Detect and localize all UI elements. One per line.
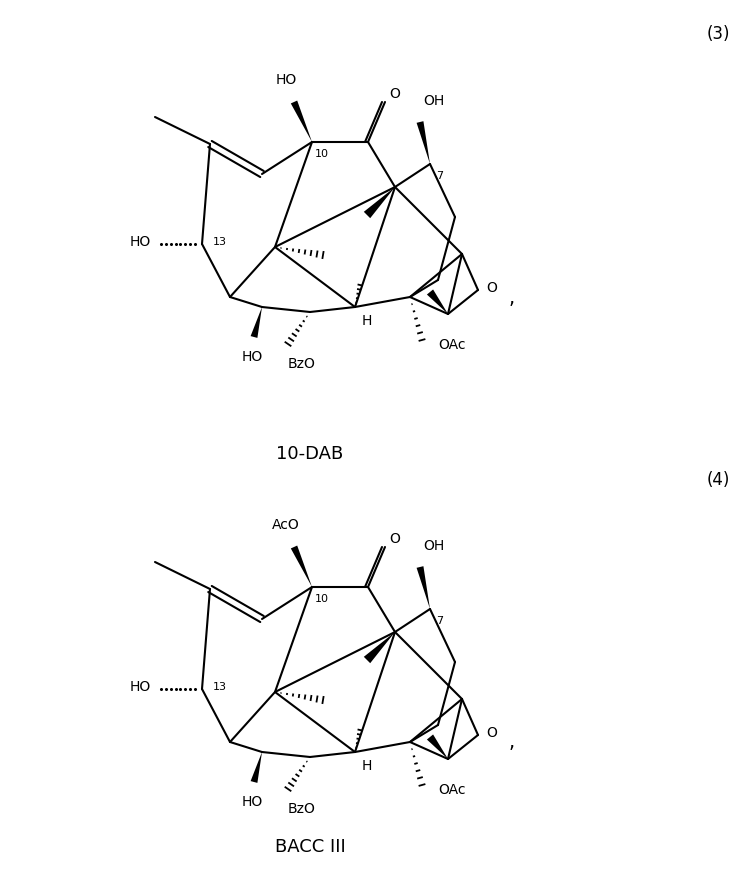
Text: 7: 7 — [437, 616, 443, 626]
Text: 7: 7 — [437, 171, 443, 181]
Text: O: O — [390, 532, 400, 546]
Polygon shape — [417, 121, 430, 164]
Text: HO: HO — [130, 680, 151, 694]
Text: BzO: BzO — [288, 802, 316, 816]
Text: O: O — [486, 726, 498, 740]
Text: OAc: OAc — [438, 338, 466, 352]
Polygon shape — [364, 187, 395, 219]
Polygon shape — [291, 546, 312, 587]
Text: 10: 10 — [315, 594, 329, 604]
Text: BzO: BzO — [288, 357, 316, 371]
Text: BACC III: BACC III — [274, 838, 345, 856]
Polygon shape — [291, 101, 312, 142]
Text: HO: HO — [241, 350, 262, 364]
Text: HO: HO — [241, 795, 262, 809]
Text: HO: HO — [130, 235, 151, 249]
Text: 13: 13 — [213, 682, 227, 692]
Text: HO: HO — [275, 73, 296, 87]
Polygon shape — [250, 752, 262, 783]
Text: ,: , — [509, 733, 515, 753]
Text: 10-DAB: 10-DAB — [277, 445, 344, 463]
Text: 13: 13 — [213, 237, 227, 247]
Text: OAc: OAc — [438, 783, 466, 797]
Polygon shape — [427, 734, 448, 759]
Text: H: H — [362, 314, 372, 328]
Text: AcO: AcO — [272, 518, 300, 532]
Text: OH: OH — [424, 539, 445, 553]
Text: (4): (4) — [706, 471, 730, 489]
Text: 10: 10 — [315, 149, 329, 159]
Text: OH: OH — [424, 94, 445, 108]
Text: H: H — [362, 759, 372, 773]
Text: ,: , — [509, 288, 515, 308]
Text: (3): (3) — [706, 25, 730, 43]
Polygon shape — [417, 566, 430, 609]
Polygon shape — [250, 307, 262, 338]
Text: O: O — [486, 281, 498, 295]
Polygon shape — [364, 632, 395, 663]
Text: O: O — [390, 87, 400, 101]
Polygon shape — [427, 290, 448, 314]
